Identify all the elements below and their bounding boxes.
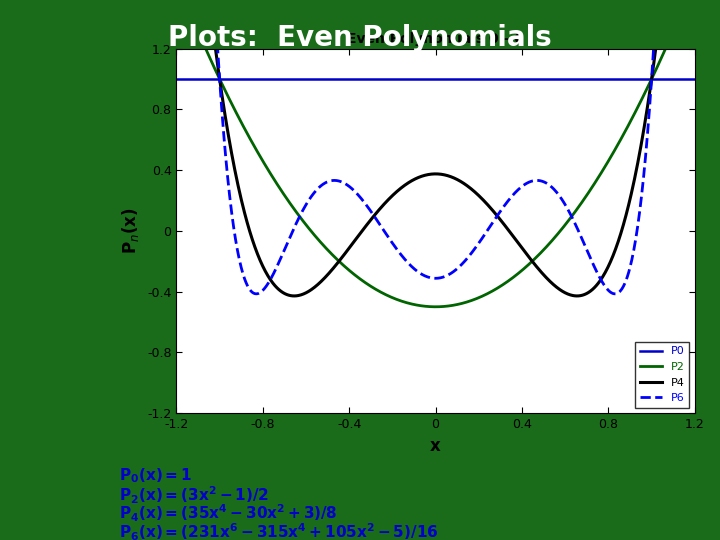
P4 (487, 206, 496, 213)
P0 (473, 76, 482, 82)
P0 (487, 76, 495, 82)
P4 (290, 293, 299, 299)
P6 (566, 211, 575, 217)
P2 (487, 288, 496, 295)
P0 (690, 76, 699, 82)
P6 (252, 291, 261, 297)
Text: $\mathbf{P_0(x) = 1}$: $\mathbf{P_0(x) = 1}$ (119, 466, 192, 485)
P4 (503, 225, 512, 232)
P2 (204, 51, 212, 58)
Text: $\mathbf{P_6(x) = (231x^6 - 315x^4 + 105x^2 - 5)/16}$: $\mathbf{P_6(x) = (231x^6 - 315x^4 + 105… (119, 521, 438, 540)
P2 (566, 215, 575, 221)
P6 (503, 199, 512, 205)
Text: $\mathbf{P_4(x) = (35x^4 - 30x^2 + 3)/8}$: $\mathbf{P_4(x) = (35x^4 - 30x^2 + 3)/8}… (119, 503, 338, 524)
Line: P2: P2 (176, 0, 695, 307)
P6 (474, 241, 482, 247)
Title: Even Polynomials 0 - 6: Even Polynomials 0 - 6 (347, 32, 524, 46)
P4 (619, 221, 628, 228)
P0 (618, 76, 627, 82)
P2 (431, 303, 440, 310)
X-axis label: x: x (431, 436, 441, 455)
Legend: P0, P2, P4, P6: P0, P2, P4, P6 (635, 342, 689, 408)
Text: Plots:  Even Polynomials: Plots: Even Polynomials (168, 24, 552, 52)
P4 (474, 192, 482, 198)
Line: P4: P4 (176, 0, 695, 296)
P2 (619, 131, 628, 138)
P0 (503, 76, 511, 82)
P6 (487, 221, 496, 227)
Y-axis label: P$_n$(x): P$_n$(x) (120, 207, 142, 254)
P2 (474, 295, 482, 301)
Text: $\mathbf{P_2(x) = (3x^2 - 1)/2}$: $\mathbf{P_2(x) = (3x^2 - 1)/2}$ (119, 484, 269, 506)
P0 (172, 76, 181, 82)
Line: P6: P6 (176, 0, 695, 294)
P2 (503, 279, 512, 285)
P0 (565, 76, 574, 82)
P6 (619, 283, 628, 289)
P0 (204, 76, 212, 82)
P4 (566, 292, 575, 298)
